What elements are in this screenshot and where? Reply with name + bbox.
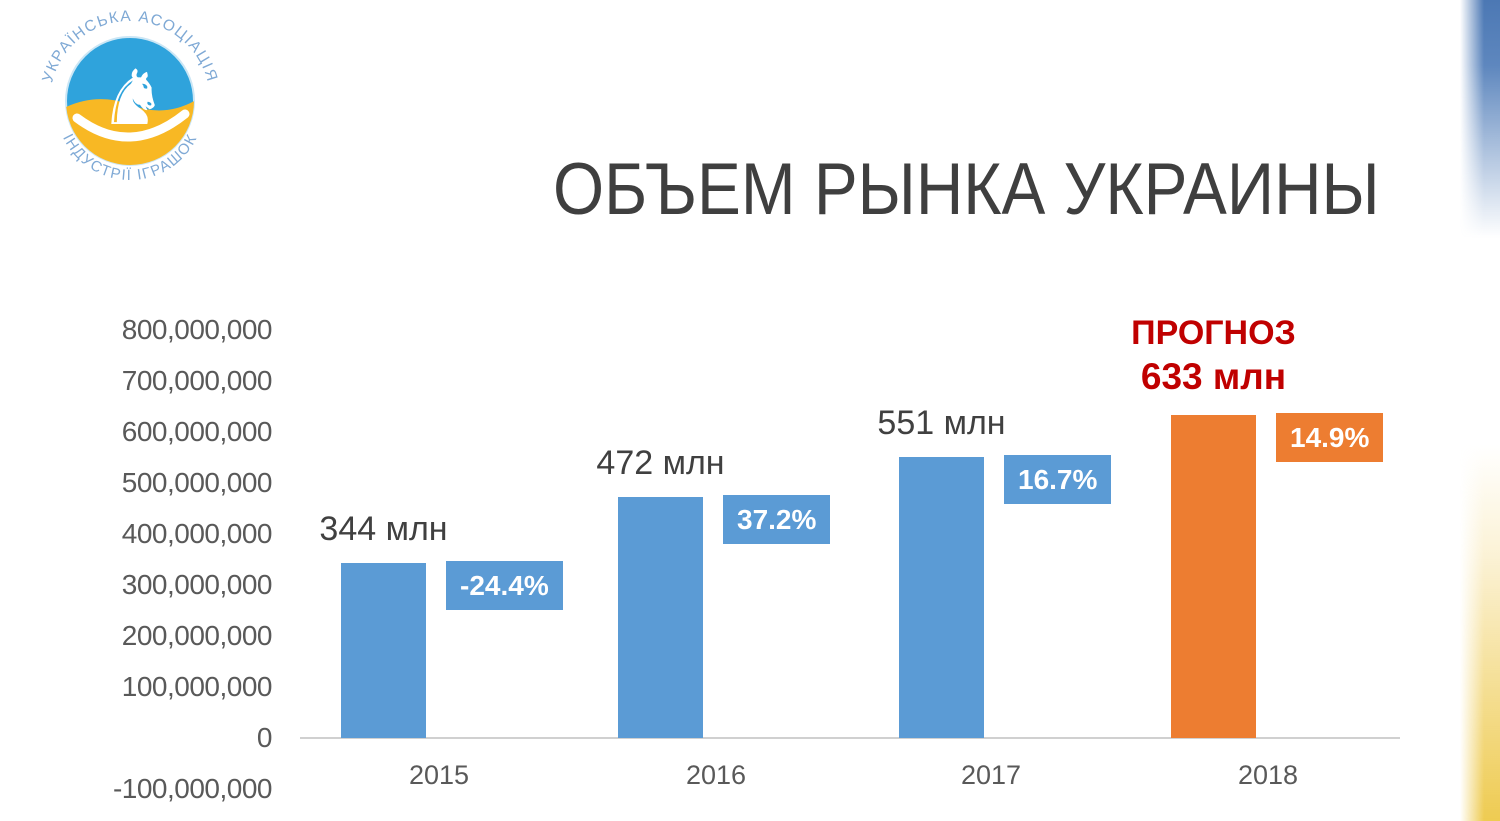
x-axis-label: 2016 (685, 760, 747, 790)
y-axis-tick-label: 700,000,000 (121, 365, 273, 396)
growth-badge: -24.4% (446, 560, 563, 610)
forecast-label: ПРОГНОЗ (1131, 314, 1296, 353)
y-axis-tick-label: 800,000,000 (121, 314, 273, 345)
bar-2015 (341, 562, 426, 738)
y-axis-tick-label: 100,000,000 (121, 671, 273, 702)
x-axis-label: 2018 (1237, 760, 1299, 790)
bar-2016 (618, 497, 703, 738)
bar-value-label: 472 млн (596, 444, 725, 483)
growth-badge: 14.9% (1276, 413, 1384, 463)
y-axis-tick-label: 400,000,000 (121, 518, 273, 549)
rocking-horse-icon: ♞ (99, 53, 167, 142)
y-axis-tick-label: 200,000,000 (121, 620, 273, 651)
forecast-annotation: ПРОГНОЗ 633 млн (1064, 311, 1364, 399)
y-axis-tick-label: 600,000,000 (121, 416, 273, 447)
page-title: ОБЪЕМ РЫНКА УКРАИНЫ (553, 149, 1380, 230)
x-axis-line (300, 737, 1400, 739)
bar-value-label: 551 млн (877, 404, 1006, 442)
growth-badge: 37.2% (723, 495, 831, 545)
bar-2018 (1171, 415, 1256, 738)
right-edge-gradient-decoration (1460, 0, 1500, 821)
y-axis-tick-label: -100,000,000 (112, 773, 273, 804)
bar-value-label: 344 млн (319, 509, 448, 548)
toy-association-logo: ♞ УКРАЇНСЬКА АСОЦІАЦІЯ ІНДУСТРІЇ ІГРАШОК (39, 8, 219, 184)
y-axis-tick-label: 0 (256, 722, 273, 753)
bar-2017 (899, 456, 984, 738)
growth-badge: 16.7% (1004, 454, 1112, 504)
x-axis-label: 2017 (960, 760, 1022, 790)
y-axis-tick-label: 300,000,000 (121, 569, 273, 600)
x-axis-label: 2015 (408, 760, 470, 790)
forecast-value-label: 633 млн (1140, 356, 1287, 398)
rocking-horse-rocker (72, 109, 190, 142)
y-axis-tick-label: 500,000,000 (121, 467, 273, 498)
